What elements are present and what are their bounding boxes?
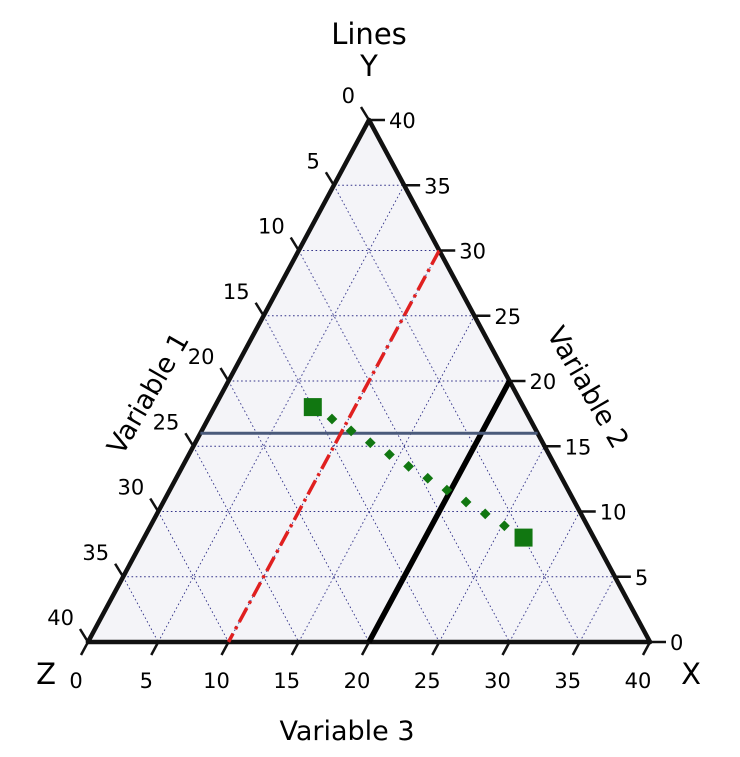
tick-label-right: 5	[635, 566, 648, 590]
tick-label-right: 25	[494, 305, 521, 329]
tick-bottom	[79, 641, 90, 656]
line-thick-black	[366, 379, 512, 644]
tick-label-left: 35	[82, 541, 109, 565]
tick-bottom	[150, 641, 160, 656]
tick-bottom	[641, 641, 652, 656]
tick-bottom	[501, 641, 511, 656]
tick-label-bottom: 35	[554, 669, 581, 693]
tick-label-right: 20	[530, 370, 557, 394]
axis-label-left: Variable 1	[101, 328, 195, 460]
tick-bottom	[360, 641, 371, 656]
chart-title: Lines	[331, 17, 407, 51]
tick-left	[359, 106, 371, 121]
gridline	[438, 446, 546, 643]
corner-label-x: X	[681, 657, 701, 691]
tick-left	[78, 628, 90, 643]
tick-label-bottom: 5	[140, 669, 153, 693]
tick-label-left: 0	[342, 84, 355, 108]
tick-bottom	[220, 641, 230, 656]
tick-label-left: 10	[258, 215, 285, 239]
tick-label-bottom: 10	[203, 669, 230, 693]
tick-label-left: 25	[153, 410, 180, 434]
tick-left	[184, 432, 195, 447]
tick-label-right: 0	[670, 631, 683, 655]
tick-label-bottom: 15	[273, 669, 300, 693]
tick-label-right: 15	[565, 435, 592, 459]
tick-bottom	[571, 641, 581, 656]
corner-label-y: Y	[359, 49, 378, 83]
tick-left	[219, 367, 230, 382]
corner-label-z: Z	[36, 657, 56, 691]
tick-label-left: 15	[223, 280, 250, 304]
gridline	[192, 446, 300, 643]
tick-label-right: 30	[459, 240, 486, 264]
tick-bottom	[290, 641, 300, 656]
gridline	[298, 250, 510, 643]
gridline	[298, 315, 475, 643]
gridline	[263, 315, 440, 643]
line-dash-dot-red	[226, 249, 441, 643]
tick-label-bottom: 0	[69, 669, 82, 693]
tick-label-left: 20	[188, 345, 215, 369]
tick-label-left: 30	[118, 476, 145, 500]
line-endpoint-end	[514, 528, 533, 547]
tick-bottom	[431, 641, 441, 656]
tick-marks: 0 0 0 5 5 5 10 10 10 15 15 15 20 20 20 25 25 25 30 30 30 35 35…	[47, 84, 683, 693]
tick-left	[149, 497, 160, 513]
gridline	[228, 250, 440, 643]
tick-label-right: 40	[389, 109, 416, 133]
tick-label-bottom: 25	[414, 669, 441, 693]
line-endpoint-start	[303, 398, 322, 417]
tick-label-right: 10	[600, 501, 627, 525]
tick-label-bottom: 30	[484, 669, 511, 693]
tick-left	[254, 302, 265, 317]
tick-label-left: 40	[47, 606, 74, 630]
tick-label-left: 5	[307, 149, 320, 173]
tick-left	[324, 171, 335, 186]
tick-left	[289, 236, 300, 252]
tick-label-right: 35	[424, 174, 451, 198]
tick-label-bottom: 20	[344, 669, 371, 693]
axis-label-bottom: Variable 3	[279, 716, 414, 747]
tick-left	[114, 563, 125, 578]
tick-label-bottom: 40	[625, 669, 652, 693]
